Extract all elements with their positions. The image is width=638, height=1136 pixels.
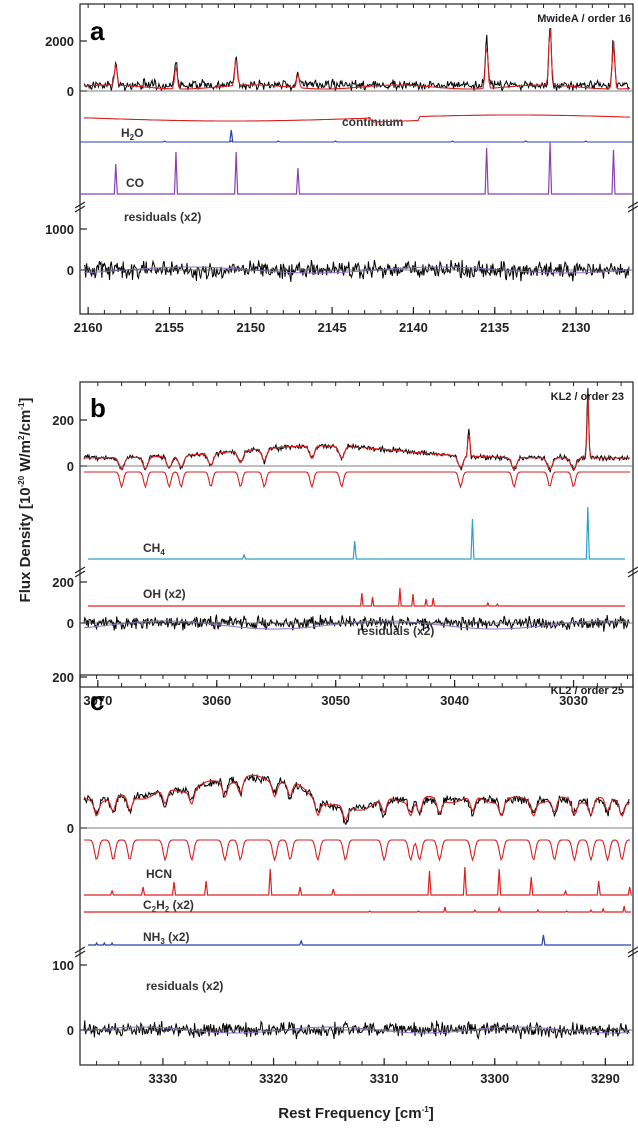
continuum-trace [83,114,631,123]
axis-break-a-0 [74,201,86,213]
x-tick-label-b-3: 3040 [440,693,469,708]
y-tick-label-lower-c-1: 100 [52,958,74,973]
residual-model-c [83,1026,631,1034]
x-tick-label-a-5: 2135 [480,320,509,335]
residuals-label-a: residuals (x2) [124,210,201,224]
h2o-peak [229,129,234,143]
telluric-model-b [84,471,630,489]
nh3-trace [88,934,631,946]
residuals-label-b: residuals (x2) [357,624,434,638]
observed-spectrum-c [83,773,630,825]
c2h2-trace [84,905,631,913]
axis-break-b-0 [74,566,86,578]
x-tick-label-b-1: 3060 [202,693,231,708]
residuals-b [83,614,630,632]
y-tick-label-lower-b-0: 0 [67,616,74,631]
panel-b: b KL2 / order 23 CH4 OH (x2) residuals (… [52,381,638,708]
ch4-label: CH4 [143,541,165,557]
panel-c-title: KL2 / order 25 [551,685,624,697]
y-tick-label-lower-a-0: 0 [67,263,74,278]
x-tick-label-c-3: 3300 [480,1071,509,1086]
x-tick-label-a-4: 2140 [399,320,428,335]
panel-a-title: MwideA / order 16 [537,13,631,25]
co-label: CO [126,176,144,190]
panel-a: a MwideA / order 16 continuum H2O CO res… [45,3,638,335]
panel-c-traces [83,773,632,1040]
axis-break-a-1 [627,201,638,213]
x-tick-label-a-3: 2145 [318,320,347,335]
x-tick-label-b-4: 3030 [559,693,588,708]
panel-a-axes: 2160 2155 2150 2145 2140 2135 2130 0 2000 0 1000 [45,4,638,335]
x-tick-label-b-0: 3070 [83,693,112,708]
panel-b-letter: b [90,393,106,423]
x-tick-label-c-4: 3290 [591,1071,620,1086]
residual-model-b [83,620,631,630]
h2o-label: H2O [121,126,143,142]
axis-break-b-1 [627,566,638,578]
model-spectrum-a [83,29,631,90]
x-tick-label-b-2: 3050 [321,693,350,708]
nh3-label: NH3 (x2) [143,930,189,946]
panel-a-letter: a [90,16,105,46]
y-tick-label-lower-c-0: 0 [67,1023,74,1038]
y-tick-label-upper-a-1: 2000 [45,34,74,49]
x-tick-label-c-0: 3330 [148,1071,177,1086]
h2o-trace [80,140,633,143]
y-tick-label-upper-c-1: 200 [52,670,74,685]
hcn-trace [84,866,632,896]
axis-break-c-0 [74,946,86,958]
x-tick-label-a-6: 2130 [562,320,591,335]
telluric-model-c [84,839,631,862]
oh-label: OH (x2) [143,587,186,601]
model-spectrum-b [84,396,630,471]
x-tick-label-a-0: 2160 [74,320,103,335]
panel-c-frame [79,674,634,1066]
residuals-label-c: residuals (x2) [146,979,223,993]
residuals-a [83,259,630,282]
ch4-trace [88,506,625,560]
x-tick-label-a-2: 2150 [236,320,265,335]
panel-c: c KL2 / order 25 HCN C2H2 (x2) NH3 (x2) … [52,670,638,1086]
x-tick-label-c-1: 3320 [259,1071,288,1086]
residual-model-a [83,266,631,274]
y-tick-label-upper-a-0: 0 [67,84,74,99]
y-tick-label-upper-b-1: 200 [52,413,74,428]
x-tick-label-a-1: 2155 [155,320,184,335]
panel-a-traces [80,27,633,282]
panel-b-frame [79,381,634,688]
panel-c-letter: c [90,686,104,716]
hcn-label: HCN [146,867,172,881]
x-axis-title: Rest Frequency [cm-1] [278,1105,434,1122]
panel-b-traces [83,388,631,632]
y-tick-label-upper-c-0: 0 [67,821,74,836]
oh-trace [88,587,625,607]
panel-b-axes: 3070 3060 3050 3040 3030 0 200 0 200 [52,382,638,708]
y-tick-label-lower-b-1: 200 [52,575,74,590]
y-tick-label-upper-b-0: 0 [67,459,74,474]
x-tick-label-c-2: 3310 [370,1071,399,1086]
y-tick-label-lower-a-1: 1000 [45,222,74,237]
axis-break-c-1 [627,946,638,958]
y-axis-title: Flux Density [10-20 W/m2/cm-1] [17,398,34,603]
c2h2-label: C2H2 (x2) [143,898,194,914]
model-spectrum-c [83,774,631,821]
co-trace [80,141,633,195]
panel-a-frame [79,3,634,315]
panel-c-axes: 3330 3320 3310 3300 3290 0 200 0 100 [52,670,638,1086]
